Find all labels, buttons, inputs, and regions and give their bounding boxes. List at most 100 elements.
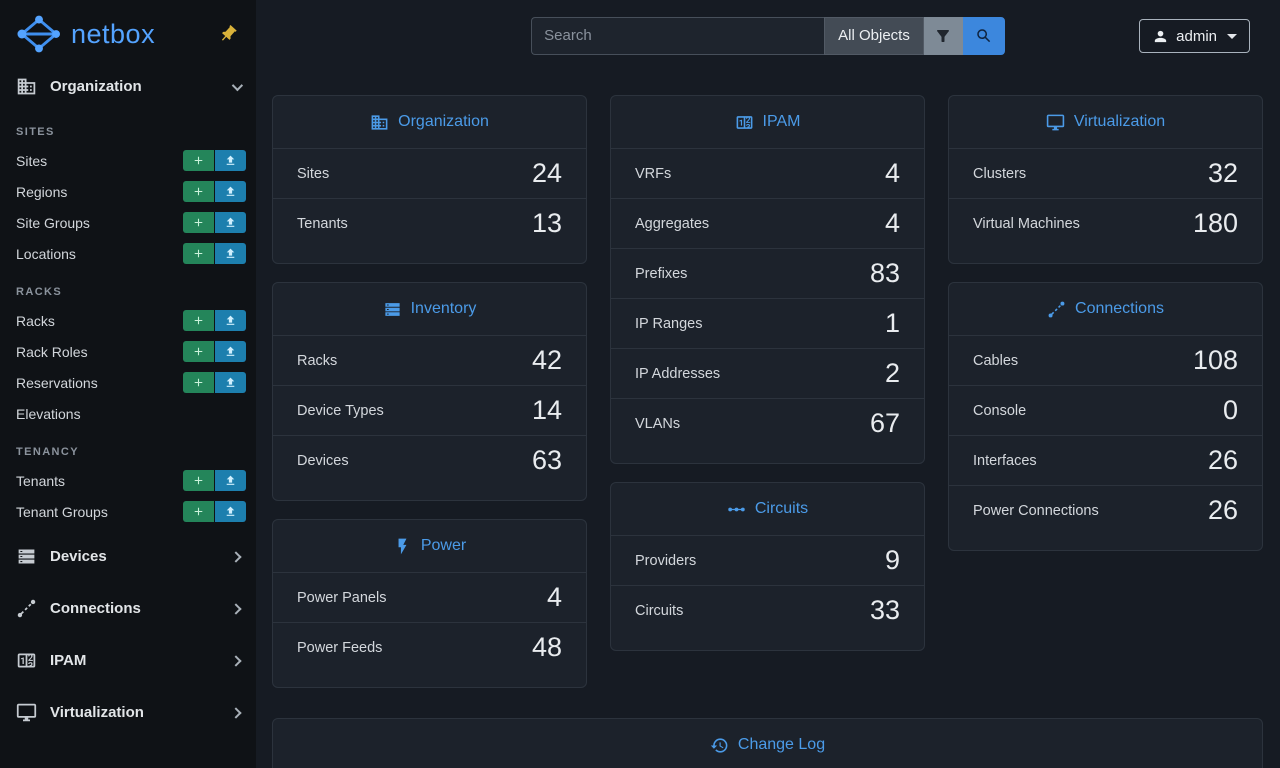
changelog-card: Change Log: [272, 718, 1263, 768]
stat-label[interactable]: Cables: [973, 352, 1019, 369]
stat-label[interactable]: VRFs: [635, 165, 672, 182]
stat-value: 1: [884, 308, 900, 338]
sidebar-item-reservations[interactable]: Reservations: [0, 367, 256, 398]
card-title-link[interactable]: Inventory: [383, 300, 476, 319]
upload-icon: [224, 154, 237, 167]
sidebar-item-sites[interactable]: Sites: [0, 145, 256, 176]
sidebar-item-link[interactable]: Sites: [16, 152, 48, 169]
sidebar-item-organization[interactable]: Organization: [0, 64, 256, 109]
stat-value: 83: [869, 258, 900, 288]
stat-label[interactable]: Interfaces: [973, 452, 1037, 469]
stat-label[interactable]: Tenants: [297, 215, 348, 232]
stat-label[interactable]: Aggregates: [635, 215, 710, 232]
sidebar-item-regions[interactable]: Regions: [0, 176, 256, 207]
add-button[interactable]: [183, 372, 214, 393]
stat-label[interactable]: Power Connections: [973, 502, 1099, 519]
stat-label[interactable]: Clusters: [973, 165, 1027, 182]
sidebar-item-virtualization[interactable]: Virtualization: [0, 690, 256, 735]
search-button[interactable]: [962, 16, 1005, 55]
stat-label[interactable]: Racks: [297, 352, 338, 369]
import-button[interactable]: [215, 243, 246, 264]
sidebar-item-label: Devices: [50, 548, 107, 565]
import-button[interactable]: [215, 341, 246, 362]
stat-label[interactable]: Power Panels: [297, 589, 387, 606]
item-actions: [183, 372, 246, 393]
add-button[interactable]: [183, 243, 214, 264]
stat-row: Cables 108: [949, 335, 1262, 385]
sidebar-item-site-groups[interactable]: Site Groups: [0, 207, 256, 238]
import-button[interactable]: [215, 470, 246, 491]
sidebar-item-link[interactable]: Rack Roles: [16, 343, 88, 360]
sidebar-item-link[interactable]: Racks: [16, 312, 55, 329]
power-card: Power Power Panels 4 Power Feeds 48: [272, 519, 587, 688]
card-title-link[interactable]: IPAM: [735, 113, 800, 132]
stat-value: 9: [884, 545, 900, 575]
stat-label[interactable]: Sites: [297, 165, 330, 182]
counter-icon: [735, 113, 754, 132]
stat-value: 32: [1207, 158, 1238, 188]
sidebar-item-link[interactable]: Regions: [16, 183, 68, 200]
import-button[interactable]: [215, 181, 246, 202]
plus-icon: [192, 154, 205, 167]
card-title-link[interactable]: Connections: [1047, 300, 1164, 319]
add-button[interactable]: [183, 310, 214, 331]
sidebar-item-link[interactable]: Site Groups: [16, 214, 90, 231]
sidebar-item-rack-roles[interactable]: Rack Roles: [0, 336, 256, 367]
netbox-logo[interactable]: netbox: [14, 13, 155, 55]
stat-label[interactable]: Devices: [297, 452, 349, 469]
sidebar-item-locations[interactable]: Locations: [0, 238, 256, 269]
sidebar-item-racks[interactable]: Racks: [0, 305, 256, 336]
card-title-link[interactable]: Circuits: [727, 500, 808, 519]
import-button[interactable]: [215, 372, 246, 393]
stat-label[interactable]: Providers: [635, 552, 697, 569]
sidebar-item-link[interactable]: Tenants: [16, 472, 66, 489]
stat-label[interactable]: Prefixes: [635, 265, 688, 282]
stat-label[interactable]: Virtual Machines: [973, 215, 1080, 232]
stat-row: Sites 24: [273, 148, 586, 198]
stat-label[interactable]: Power Feeds: [297, 639, 383, 656]
sidebar-item-connections[interactable]: Connections: [0, 586, 256, 631]
chevron-right-icon: [230, 602, 242, 615]
pin-sidebar-button[interactable]: [214, 20, 242, 48]
sidebar-item-link[interactable]: Elevations: [16, 405, 81, 422]
card-title-link[interactable]: Virtualization: [1046, 113, 1165, 132]
add-button[interactable]: [183, 501, 214, 522]
import-button[interactable]: [215, 310, 246, 331]
user-menu-button[interactable]: admin: [1139, 19, 1250, 53]
changelog-title-link[interactable]: Change Log: [710, 736, 825, 755]
add-button[interactable]: [183, 181, 214, 202]
nav-group-heading: TENANCY: [16, 446, 79, 458]
sidebar-item-link[interactable]: Reservations: [16, 374, 98, 391]
stat-label[interactable]: IP Addresses: [635, 365, 721, 382]
sidebar-item-label: Virtualization: [50, 704, 144, 721]
stat-label[interactable]: Circuits: [635, 602, 684, 619]
plus-icon: [192, 216, 205, 229]
stat-row: VRFs 4: [611, 148, 924, 198]
stat-label[interactable]: Console: [973, 402, 1027, 419]
sidebar-item-elevations[interactable]: Elevations: [0, 398, 256, 429]
sidebar-item-tenants[interactable]: Tenants: [0, 465, 256, 496]
stat-label[interactable]: Device Types: [297, 402, 384, 419]
sidebar-item-tenant-groups[interactable]: Tenant Groups: [0, 496, 256, 527]
card-title-link[interactable]: Organization: [370, 113, 489, 132]
sidebar-item-ipam[interactable]: IPAM: [0, 638, 256, 683]
stat-label[interactable]: VLANs: [635, 415, 681, 432]
sidebar-item-devices[interactable]: Devices: [0, 534, 256, 579]
card-title-link[interactable]: Power: [393, 537, 466, 556]
item-actions: [183, 341, 246, 362]
add-button[interactable]: [183, 150, 214, 171]
import-button[interactable]: [215, 150, 246, 171]
add-button[interactable]: [183, 212, 214, 233]
filter-button[interactable]: [923, 16, 963, 55]
filter-icon: [934, 27, 952, 45]
import-button[interactable]: [215, 212, 246, 233]
add-button[interactable]: [183, 470, 214, 491]
sidebar-item-link[interactable]: Tenant Groups: [16, 503, 108, 520]
search-scope-button[interactable]: All Objects: [824, 16, 924, 55]
import-button[interactable]: [215, 501, 246, 522]
sidebar-item-link[interactable]: Locations: [16, 245, 76, 262]
stat-label[interactable]: IP Ranges: [635, 315, 703, 332]
search-input[interactable]: [531, 16, 825, 55]
add-button[interactable]: [183, 341, 214, 362]
dashboard-column: Virtualization Clusters 32 Virtual Machines…: [948, 95, 1263, 688]
